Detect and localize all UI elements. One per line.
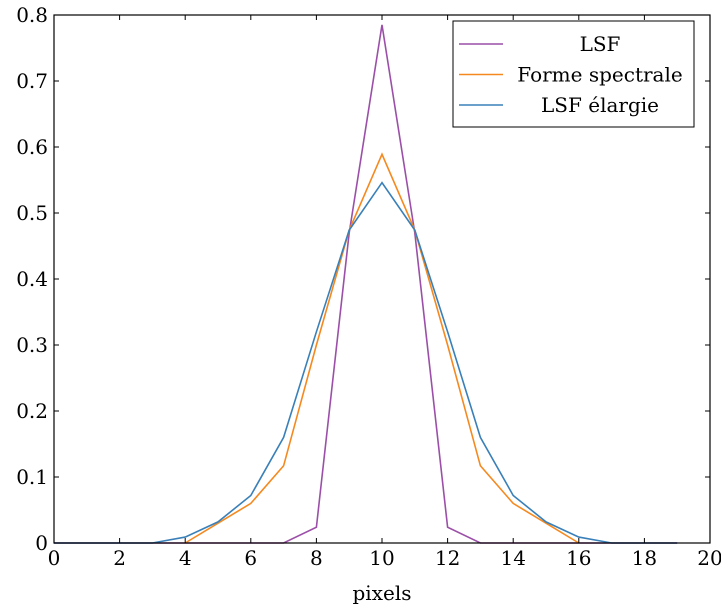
axis-ticks: 0 2 4 6 8 10 12 14 16 18 20 0 0.1 0.2 0.3 0.4 0.5 0.6 0.7 0… (16, 3, 721, 570)
series-line-2 (184, 152, 580, 544)
x-tick-label: 2 (113, 546, 126, 570)
y-tick-label: 0.3 (16, 333, 48, 357)
x-tick-label: 12 (435, 546, 460, 570)
legend-label: LSF élargie (541, 93, 659, 117)
x-tick-label: 0 (48, 546, 61, 570)
x-tick-label: 4 (179, 546, 192, 570)
y-tick-label: 0.1 (16, 465, 48, 489)
x-tick-label: 16 (566, 546, 591, 570)
y-tick-label: 0.2 (16, 399, 48, 423)
x-tick-label: 10 (369, 546, 394, 570)
legend-label: LSF (580, 32, 621, 56)
x-tick-label: 6 (244, 546, 257, 570)
y-tick-label: 0.7 (16, 69, 48, 93)
legend-label: Forme spectrale (517, 63, 682, 87)
legend: LSF Forme spectrale LSF élargie (452, 20, 695, 128)
x-tick-label: 14 (500, 546, 525, 570)
y-tick-label: 0.8 (16, 3, 48, 27)
x-tick-label: 8 (310, 546, 323, 570)
plot-frame (53, 14, 711, 544)
x-tick-label: 18 (632, 546, 657, 570)
y-tick-label: 0.6 (16, 135, 48, 159)
x-tick-label: 20 (697, 546, 721, 570)
y-tick-label: 0 (35, 531, 48, 555)
y-tick-label: 0.4 (16, 267, 48, 291)
series-line-3 (54, 181, 678, 544)
y-tick-label: 0.5 (16, 201, 48, 225)
x-axis-label: pixels (353, 581, 412, 605)
